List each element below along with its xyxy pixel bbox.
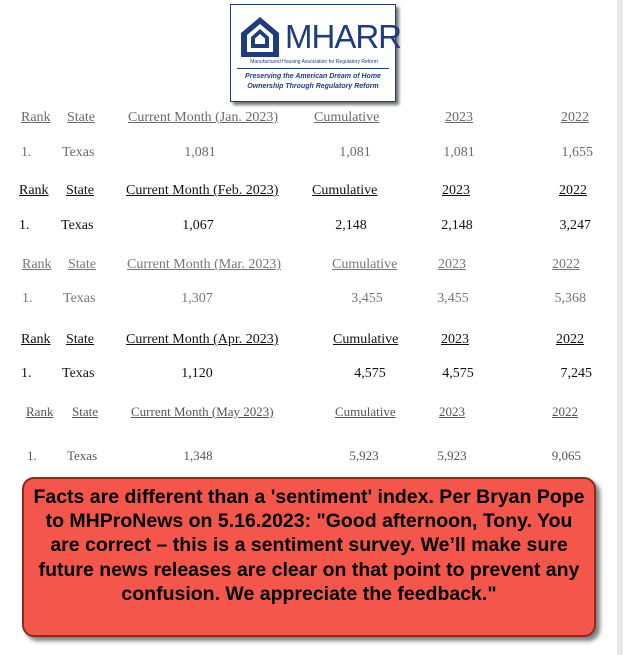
callout-text: Facts are different than a 'sentiment' i… [33,486,585,605]
logo-tagline: Preserving the American Dream of Home Ow… [245,73,381,90]
cell-2023: 1,081 [443,145,475,160]
header-2022: 2022 [556,332,584,347]
cell-rank: 1. [19,218,30,233]
header-rank: Rank [26,404,54,419]
cell-2023: 5,923 [437,448,467,463]
cell-current-month: 1,348 [183,448,213,463]
header-state: State [68,257,96,272]
cell-current-month: 1,081 [184,145,216,160]
cell-rank: 1. [22,291,33,306]
header-rank: Rank [21,332,51,347]
logo-wordmark: MHARR [285,18,402,55]
header-2023: 2023 [439,404,465,419]
cell-current-month: 1,120 [181,366,213,381]
header-state: State [66,183,94,198]
cell-2022: 5,368 [554,291,587,306]
header-rank: Rank [22,257,52,272]
logo-subtitle: Manufactured Housing Association for Reg… [250,59,378,65]
table-header: Rank State Current Month (Mar. 2023) Cum… [0,257,623,277]
cell-rank: 1. [27,448,37,463]
logo-divider [237,68,389,69]
header-2022: 2022 [552,257,580,272]
table-row: 1. Texas 1,081 1,081 1,081 1,655 [0,145,623,165]
cell-state: Texas [61,218,94,233]
header-state: State [67,110,95,125]
header-cumulative: Cumulative [312,183,378,198]
table-header: Rank State Current Month (Feb. 2023) Cum… [0,183,623,203]
cell-rank: 1. [21,366,32,381]
header-2023: 2023 [442,183,470,198]
header-2022: 2022 [552,404,578,419]
table-row: 1. Texas 1,348 5,923 5,923 9,065 [0,448,623,468]
header-cumulative: Cumulative [314,110,380,125]
header-rank: Rank [21,110,51,125]
header-2023: 2023 [445,110,473,125]
cell-cumulative: 3,455 [351,291,383,306]
cell-state: Texas [62,366,95,381]
cell-cumulative: 2,148 [335,218,367,233]
header-rank: Rank [19,183,49,198]
header-current-month: Current Month (Mar. 2023) [127,257,281,272]
header-state: State [66,332,94,347]
table-row: 1. Texas 1,307 3,455 3,455 5,368 [0,291,623,311]
cell-2022: 1,655 [561,145,594,160]
header-2023: 2023 [441,332,469,347]
table-row: 1. Texas 1,120 4,575 4,575 7,245 [0,366,623,386]
cell-2023: 3,455 [437,291,469,306]
cell-2023: 2,148 [441,218,473,233]
header-2022: 2022 [561,110,589,125]
cell-state: Texas [63,291,96,306]
header-2023: 2023 [438,257,466,272]
cell-cumulative: 4,575 [354,366,386,381]
header-current-month: Current Month (Apr. 2023) [126,332,279,347]
table-header: Rank State Current Month (Apr. 2023) Cum… [0,332,623,352]
table-header: Rank State Current Month (Jan. 2023) Cum… [0,110,623,130]
header-current-month: Current Month (May 2023) [131,404,274,419]
header-state: State [72,404,98,419]
quote-callout: Facts are different than a 'sentiment' i… [22,477,596,637]
header-cumulative: Cumulative [332,257,398,272]
cell-2022: 9,065 [551,448,581,463]
cell-2022: 3,247 [559,218,592,233]
header-cumulative: Cumulative [333,332,399,347]
logo-header: MHARR [237,11,402,61]
cell-2022: 7,245 [560,366,593,381]
table-header: Rank State Current Month (May 2023) Cumu… [0,404,623,424]
cell-cumulative: 5,923 [349,448,379,463]
table-row: 1. Texas 1,067 2,148 2,148 3,247 [0,218,623,238]
cell-current-month: 1,067 [182,218,214,233]
house-icon [241,17,279,57]
mharr-logo: MHARR Manufactured Housing Association f… [230,4,402,102]
cell-2023: 4,575 [442,366,474,381]
header-current-month: Current Month (Feb. 2023) [126,183,279,198]
cell-current-month: 1,307 [181,291,213,306]
cell-cumulative: 1,081 [339,145,371,160]
header-2022: 2022 [559,183,587,198]
right-edge-bar [617,0,623,655]
cell-rank: 1. [21,145,32,160]
cell-state: Texas [67,448,98,463]
header-current-month: Current Month (Jan. 2023) [128,110,279,125]
cell-state: Texas [62,145,95,160]
header-cumulative: Cumulative [335,404,396,419]
